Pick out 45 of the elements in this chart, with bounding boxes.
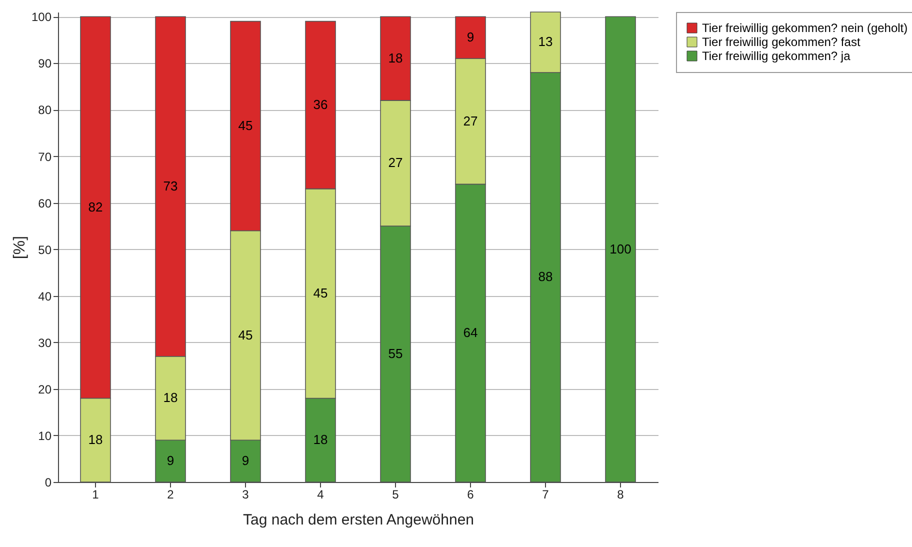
bar [605, 16, 636, 482]
data-label: 36 [313, 97, 328, 112]
x-tick-label: 4 [317, 488, 324, 502]
data-label: 45 [238, 118, 253, 134]
data-label: 9 [466, 30, 474, 45]
y-tick-label: 60 [38, 196, 52, 210]
x-tick-label: 8 [617, 488, 624, 502]
data-label: 45 [238, 327, 253, 342]
data-label: 27 [388, 155, 403, 170]
data-label: 18 [388, 50, 403, 66]
y-tick-label: 20 [38, 382, 52, 396]
y-axis-title: [%] [11, 236, 28, 260]
x-tick-label: 2 [167, 488, 174, 502]
data-label: 100 [610, 241, 632, 256]
x-tick-label: 3 [242, 488, 250, 502]
y-tick-label: 80 [38, 103, 52, 118]
data-label: 18 [313, 432, 328, 448]
x-tick-label: 6 [467, 488, 474, 502]
data-label: 9 [166, 453, 174, 468]
y-tick-label: 0 [44, 476, 52, 490]
legend-label: Tier freiwillig gekommen? fast [702, 35, 861, 49]
data-label: 64 [463, 325, 478, 340]
x-tick-label: 1 [92, 488, 100, 502]
data-label: 9 [242, 453, 250, 468]
y-tick-label: 30 [38, 336, 52, 350]
legend-label: Tier freiwillig gekommen? ja [702, 49, 851, 63]
data-label: 18 [88, 432, 103, 448]
data-label: 82 [88, 199, 103, 214]
data-label: 55 [388, 346, 403, 362]
data-label: 18 [163, 390, 178, 406]
data-label: 13 [538, 34, 553, 50]
x-axis-title: Tag nach dem ersten Angewöhnen [243, 512, 474, 528]
y-tick-label: 70 [38, 150, 52, 164]
data-label: 45 [313, 286, 328, 301]
y-tick-label: 100 [31, 10, 52, 24]
data-label: 73 [163, 178, 178, 194]
x-tick-label: 7 [542, 488, 550, 502]
y-tick-label: 50 [38, 242, 52, 257]
x-tick-label: 5 [392, 488, 400, 502]
data-label: 88 [538, 269, 553, 284]
y-tick-label: 90 [38, 56, 52, 71]
data-label: 27 [463, 113, 478, 128]
legend-label: Tier freiwillig gekommen? nein (geholt) [702, 21, 908, 35]
y-tick-label: 40 [38, 289, 52, 304]
y-tick-label: 10 [38, 428, 52, 443]
